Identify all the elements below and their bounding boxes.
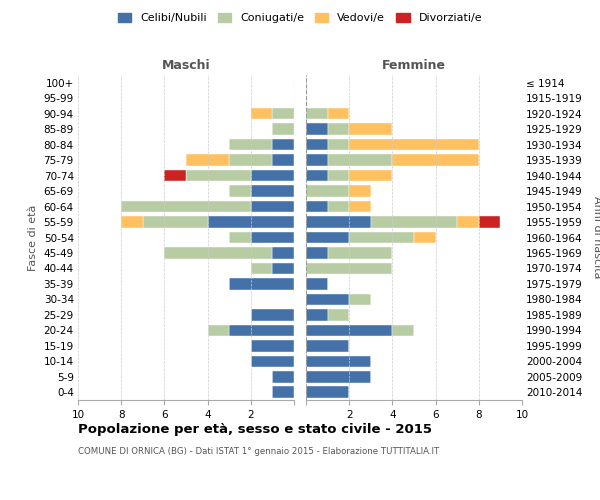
Bar <box>392 154 479 166</box>
Title: Femmine: Femmine <box>382 60 446 72</box>
Bar <box>328 309 349 320</box>
Bar <box>479 216 500 228</box>
Bar <box>306 108 328 120</box>
Bar <box>251 340 294 351</box>
Bar <box>186 170 251 181</box>
Bar <box>349 139 479 150</box>
Bar <box>457 216 479 228</box>
Bar <box>121 216 143 228</box>
Bar <box>349 124 392 135</box>
Bar <box>306 278 328 289</box>
Text: COMUNE DI ORNICA (BG) - Dati ISTAT 1° gennaio 2015 - Elaborazione TUTTITALIA.IT: COMUNE DI ORNICA (BG) - Dati ISTAT 1° ge… <box>78 448 439 456</box>
Bar <box>414 232 436 243</box>
Bar <box>143 216 208 228</box>
Bar <box>392 324 414 336</box>
Bar <box>306 309 328 320</box>
Y-axis label: Fasce di età: Fasce di età <box>28 204 38 270</box>
Bar <box>186 154 229 166</box>
Bar <box>251 186 294 197</box>
Bar <box>272 371 294 382</box>
Bar <box>349 186 371 197</box>
Bar <box>306 371 371 382</box>
Bar <box>251 232 294 243</box>
Bar <box>306 154 328 166</box>
Bar <box>164 170 186 181</box>
Bar <box>349 200 371 212</box>
Bar <box>272 247 294 259</box>
Bar <box>328 170 349 181</box>
Bar <box>306 170 328 181</box>
Bar <box>349 294 371 305</box>
Bar <box>349 170 392 181</box>
Bar <box>272 108 294 120</box>
Bar <box>306 124 328 135</box>
Bar <box>371 216 457 228</box>
Bar <box>272 139 294 150</box>
Bar <box>306 356 371 367</box>
Bar <box>306 294 349 305</box>
Bar <box>251 356 294 367</box>
Text: Popolazione per età, sesso e stato civile - 2015: Popolazione per età, sesso e stato civil… <box>78 422 432 436</box>
Bar <box>328 154 392 166</box>
Y-axis label: Anni di nascita: Anni di nascita <box>592 196 600 279</box>
Bar <box>328 139 349 150</box>
Bar <box>164 247 272 259</box>
Bar <box>229 154 272 166</box>
Bar <box>306 247 328 259</box>
Bar <box>251 108 272 120</box>
Bar <box>306 340 349 351</box>
Bar <box>208 216 294 228</box>
Bar <box>208 324 229 336</box>
Bar <box>272 154 294 166</box>
Bar <box>306 186 349 197</box>
Bar <box>272 386 294 398</box>
Title: Maschi: Maschi <box>161 60 211 72</box>
Bar <box>306 324 392 336</box>
Bar <box>306 232 349 243</box>
Bar <box>229 324 294 336</box>
Bar <box>328 108 349 120</box>
Bar <box>251 200 294 212</box>
Legend: Celibi/Nubili, Coniugati/e, Vedovi/e, Divorziati/e: Celibi/Nubili, Coniugati/e, Vedovi/e, Di… <box>113 8 487 28</box>
Bar <box>251 309 294 320</box>
Bar <box>306 386 349 398</box>
Bar <box>272 124 294 135</box>
Bar <box>121 200 251 212</box>
Bar <box>349 232 414 243</box>
Bar <box>306 200 328 212</box>
Bar <box>272 262 294 274</box>
Bar <box>328 247 392 259</box>
Bar <box>229 278 294 289</box>
Bar <box>328 124 349 135</box>
Bar <box>251 170 294 181</box>
Bar <box>229 232 251 243</box>
Bar <box>328 200 349 212</box>
Bar <box>229 139 272 150</box>
Bar <box>306 216 371 228</box>
Bar <box>229 186 251 197</box>
Bar <box>251 262 272 274</box>
Bar <box>306 262 392 274</box>
Bar <box>306 139 328 150</box>
